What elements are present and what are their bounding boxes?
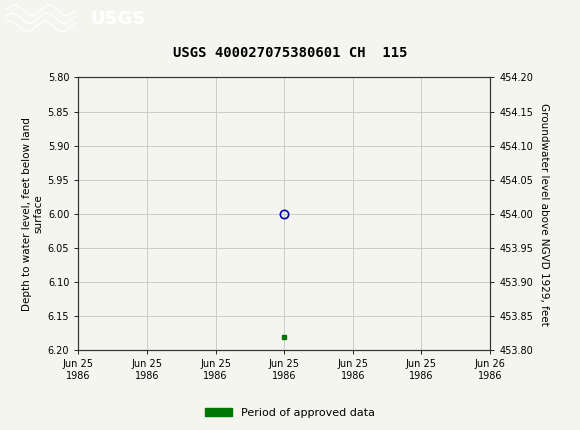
Text: USGS: USGS [90,10,145,28]
Legend: Period of approved data: Period of approved data [200,403,380,422]
Y-axis label: Groundwater level above NGVD 1929, feet: Groundwater level above NGVD 1929, feet [539,102,549,326]
Y-axis label: Depth to water level, feet below land
surface: Depth to water level, feet below land su… [22,117,44,311]
Text: USGS 400027075380601 CH  115: USGS 400027075380601 CH 115 [173,46,407,60]
